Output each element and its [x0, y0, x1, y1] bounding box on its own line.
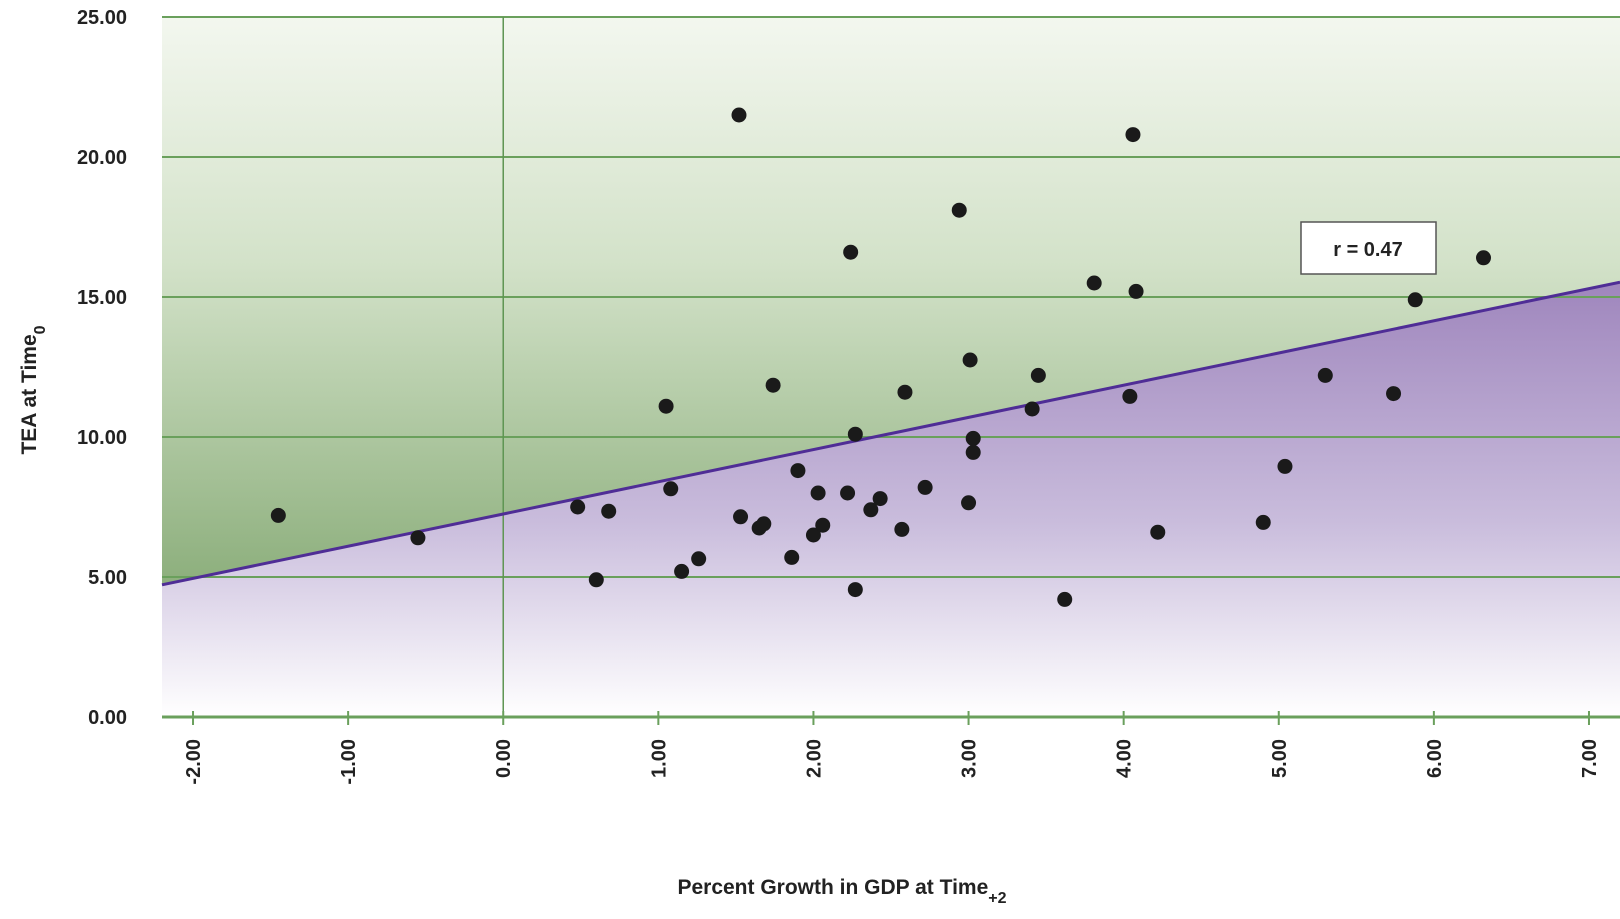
data-point — [1476, 250, 1492, 266]
x-tick-label: 5.00 — [1269, 739, 1291, 778]
data-point — [658, 398, 674, 414]
data-point — [847, 426, 863, 442]
y-tick-label: 25.00 — [77, 7, 127, 29]
data-point — [961, 495, 977, 511]
x-tick-label: -1.00 — [338, 739, 360, 785]
data-point — [733, 509, 749, 525]
data-point — [917, 479, 933, 495]
x-tick-label: 1.00 — [648, 739, 670, 778]
data-point — [765, 377, 781, 393]
data-point — [1407, 292, 1423, 308]
data-point — [962, 352, 978, 368]
x-tick-label: 6.00 — [1424, 739, 1446, 778]
y-tick-label: 0.00 — [88, 707, 127, 729]
data-point — [1086, 275, 1102, 291]
data-point — [588, 572, 604, 588]
x-tick-label: 7.00 — [1579, 739, 1601, 778]
data-point — [1057, 591, 1073, 607]
data-point — [1317, 367, 1333, 383]
data-point — [965, 430, 981, 446]
data-point — [270, 507, 286, 523]
y-tick-label: 5.00 — [88, 567, 127, 589]
data-point — [601, 503, 617, 519]
data-point — [674, 563, 690, 579]
data-point — [840, 485, 856, 501]
data-point — [872, 491, 888, 507]
x-tick-label: 2.00 — [803, 739, 825, 778]
data-point — [1030, 367, 1046, 383]
regression-line — [161, 280, 1620, 587]
data-point — [1277, 458, 1293, 474]
data-point — [810, 485, 826, 501]
data-point — [863, 502, 879, 518]
y-tick-label: 20.00 — [77, 147, 127, 169]
data-point — [1024, 401, 1040, 417]
y-tick-label: 15.00 — [77, 287, 127, 309]
gridlines — [162, 16, 1620, 578]
data-point — [897, 384, 913, 400]
data-point — [815, 517, 831, 533]
x-tick-label: 3.00 — [959, 739, 981, 778]
data-point — [756, 516, 772, 532]
data-point — [691, 551, 707, 567]
y-tick-label: 10.00 — [77, 427, 127, 449]
x-axis-title: Percent Growth in GDP at Time+2 — [677, 876, 1006, 907]
regression-shaded-area — [162, 282, 1620, 717]
data-point — [410, 530, 426, 546]
correlation-annotation: r = 0.47 — [1300, 221, 1437, 275]
data-point — [951, 202, 967, 218]
annotation-label: r = 0.47 — [1333, 239, 1403, 261]
data-point — [1150, 524, 1166, 540]
data-point — [731, 107, 747, 123]
x-tick-label: -2.00 — [183, 739, 205, 785]
x-tick-label: 4.00 — [1114, 739, 1136, 778]
data-point — [1128, 283, 1144, 299]
data-point — [847, 582, 863, 598]
data-point — [894, 521, 910, 537]
data-point — [570, 499, 586, 515]
y-axis: 0.00 5.00 10.00 15.00 20.00 25.00 — [77, 7, 127, 729]
data-point — [965, 444, 981, 460]
annotation-box — [1300, 221, 1437, 275]
data-point — [1255, 514, 1271, 530]
data-point — [663, 481, 679, 497]
data-point — [843, 244, 859, 260]
data-point — [1386, 386, 1402, 402]
x-axis: -2.00 -1.00 0.00 1.00 2.00 3.00 4.00 5.00 6.00 7.… — [162, 711, 1620, 785]
data-point — [790, 463, 806, 479]
data-point — [1125, 127, 1141, 143]
data-point — [784, 549, 800, 565]
data-point — [1122, 388, 1138, 404]
y-axis-title: TEA at Time0 — [18, 325, 49, 454]
x-tick-label: 0.00 — [493, 739, 515, 778]
data-points — [270, 107, 1492, 607]
data-point — [805, 527, 821, 543]
